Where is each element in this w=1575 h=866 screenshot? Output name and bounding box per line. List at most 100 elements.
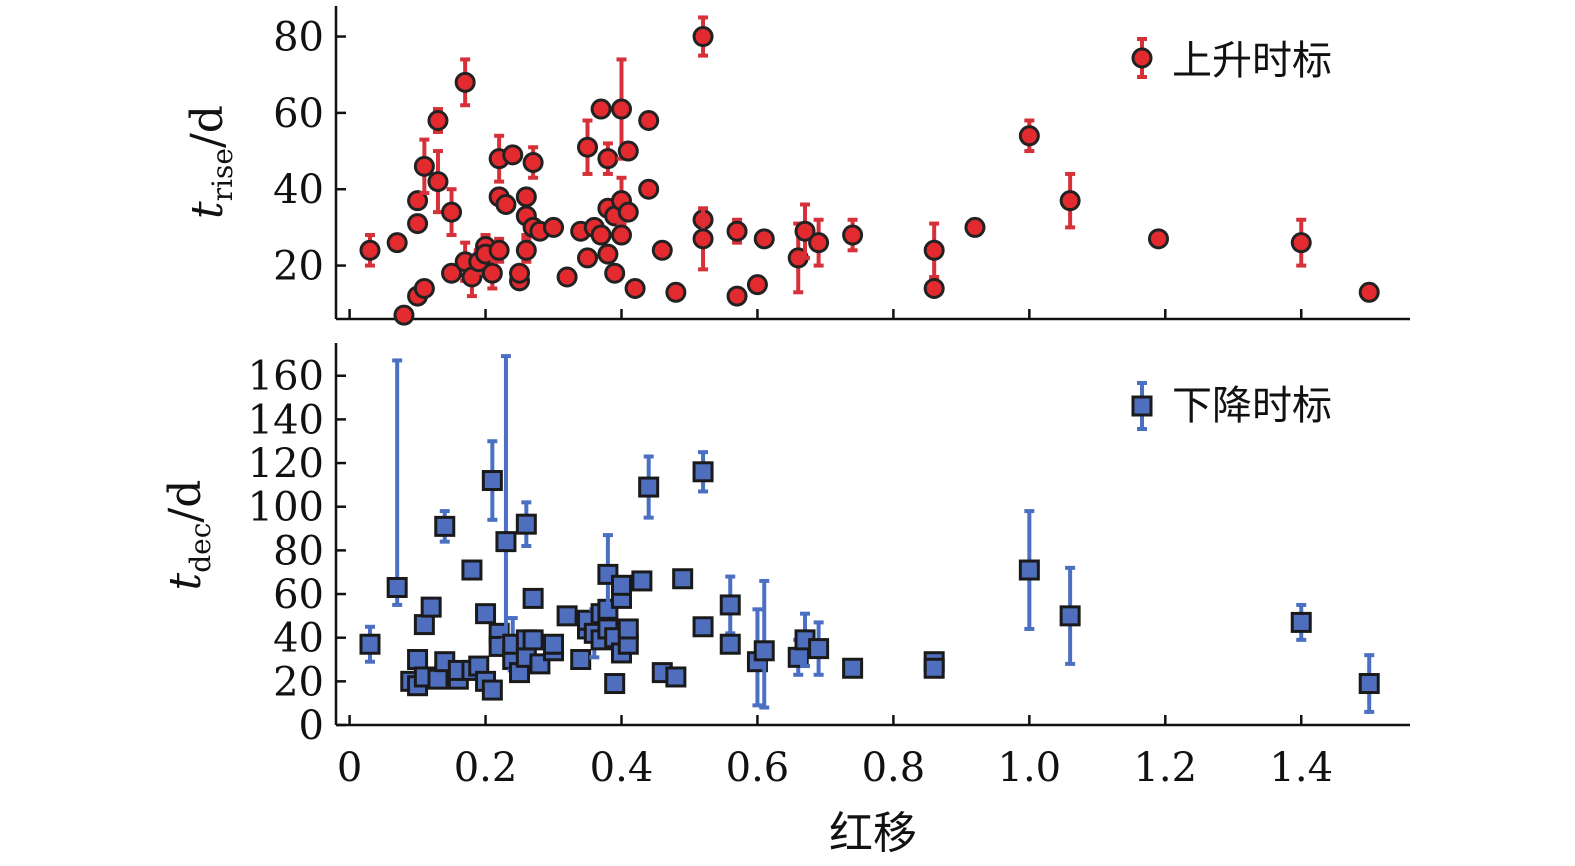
x-tick-label: 0.8 (862, 745, 926, 791)
rise-point (604, 262, 626, 284)
decline-point (481, 470, 503, 492)
decline-y-tick-label: 120 (248, 441, 324, 487)
x-tick-label: 1.0 (998, 745, 1062, 791)
decline-y-axis-title: tdec/d (160, 480, 217, 591)
rise-point (407, 190, 429, 212)
rise-point (692, 228, 714, 250)
rise-point (597, 243, 619, 265)
rise-point (386, 232, 408, 254)
rise-point (427, 171, 449, 193)
rise-point (1290, 232, 1312, 254)
rise-point (359, 239, 381, 261)
rise-point (502, 144, 524, 166)
rise-point (746, 274, 768, 296)
rise-point (413, 155, 435, 177)
decline-point (413, 614, 435, 636)
decline-y-tick-label: 0 (299, 703, 324, 749)
rise-point (543, 216, 565, 238)
decline-point (1290, 611, 1312, 633)
rise-point (407, 213, 429, 235)
decline-point (570, 649, 592, 671)
rise-panel: 20 40 60 80 trise/d 上升时标 (182, 6, 1410, 326)
decline-points (359, 354, 1380, 714)
rise-point (665, 281, 687, 303)
decline-point (604, 673, 626, 695)
rise-point (509, 262, 531, 284)
rise-point (481, 262, 503, 284)
decline-x-ticks: 0 0.2 0.4 0.6 0.8 1.0 1.2 1.4 (337, 715, 1333, 791)
decline-point (556, 605, 578, 627)
rise-point (842, 224, 864, 246)
decline-y-tick-label: 80 (273, 528, 324, 574)
rise-point (692, 26, 714, 48)
x-axis-title: 红移 (829, 808, 917, 859)
rise-y-tick-label: 60 (273, 91, 324, 137)
rise-y-axis-symbol: t (182, 201, 233, 219)
rise-point (590, 98, 612, 120)
decline-y-tick-label: 60 (273, 572, 324, 618)
rise-point (427, 110, 449, 132)
rise-y-axis-unit: /d (182, 105, 233, 148)
rise-point (617, 201, 639, 223)
decline-y-axis-symbol: t (160, 572, 211, 590)
rise-point (808, 232, 830, 254)
decline-point (638, 476, 660, 498)
rise-point (441, 262, 463, 284)
rise-y-tick-label: 40 (273, 167, 324, 213)
decline-point (522, 587, 544, 609)
x-tick-label: 0.4 (590, 745, 654, 791)
decline-y-tick-label: 20 (273, 659, 324, 705)
decline-point (420, 596, 442, 618)
rise-point (1059, 190, 1081, 212)
rise-point (413, 277, 435, 299)
rise-point (577, 247, 599, 269)
rise-point (495, 193, 517, 215)
rise-point (753, 228, 775, 250)
decline-y-axis-subscript: dec (184, 523, 217, 573)
decline-legend-label: 下降时标 (1172, 383, 1332, 429)
decline-point (665, 666, 687, 688)
decline-point (672, 568, 694, 590)
decline-point (1358, 673, 1380, 695)
decline-point (923, 657, 945, 679)
decline-point (386, 576, 408, 598)
rise-point (441, 201, 463, 223)
rise-point (638, 110, 660, 132)
rise-point (515, 186, 537, 208)
decline-point (692, 616, 714, 638)
decline-y-axis-unit: /d (160, 480, 211, 523)
rise-y-axis-title: trise/d (182, 105, 239, 219)
rise-y-ticks: 20 40 60 80 (273, 15, 346, 290)
rise-point (1147, 228, 1169, 250)
decline-point (434, 515, 456, 537)
decline-legend-marker (1131, 395, 1153, 417)
rise-y-axis-subscript: rise (206, 148, 239, 201)
rise-y-tick-label: 20 (273, 244, 324, 290)
rise-point (393, 304, 415, 326)
rise-point (726, 285, 748, 307)
rise-legend-marker (1131, 47, 1153, 69)
rise-point (454, 71, 476, 93)
rise-point (923, 239, 945, 261)
decline-point (461, 559, 483, 581)
x-tick-label: 0.2 (454, 745, 518, 791)
x-tick-label: 0.6 (726, 745, 790, 791)
rise-point (964, 216, 986, 238)
rise-point (794, 220, 816, 242)
decline-point (481, 679, 503, 701)
decline-point (610, 574, 632, 596)
rise-point (515, 239, 537, 261)
rise-point (556, 266, 578, 288)
rise-point (597, 148, 619, 170)
x-tick-label: 1.4 (1269, 745, 1333, 791)
rise-point (1018, 125, 1040, 147)
decline-point (808, 638, 830, 660)
decline-point (1059, 605, 1081, 627)
decline-legend: 下降时标 (1131, 381, 1332, 431)
decline-point (515, 513, 537, 535)
decline-y-tick-label: 160 (248, 354, 324, 400)
decline-point (522, 629, 544, 651)
decline-point (753, 640, 775, 662)
